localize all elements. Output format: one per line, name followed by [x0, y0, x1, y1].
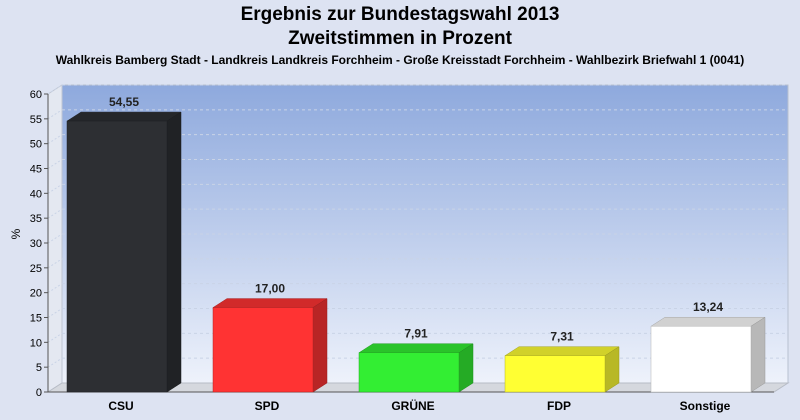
- y-tick-label: 55: [30, 114, 42, 126]
- bar-front-face: [504, 355, 606, 393]
- bar-top-face: [358, 343, 474, 353]
- x-tick-label: Sonstige: [680, 399, 731, 413]
- bar-value-label: 54,55: [109, 95, 139, 109]
- gridline-side: [47, 233, 63, 244]
- y-tick-label: 5: [36, 362, 42, 374]
- y-tick-label: 40: [30, 188, 42, 200]
- gridline-side: [47, 283, 63, 294]
- bar-grüne: [358, 343, 474, 393]
- chart-subtitle-district: Wahlkreis Bamberg Stadt - Landkreis Land…: [55, 53, 745, 67]
- gridline-side: [47, 134, 63, 145]
- y-tick-label: 15: [30, 313, 42, 325]
- gridline-side: [47, 308, 63, 318]
- bar-side-face: [750, 316, 766, 393]
- gridline-side: [47, 159, 63, 169]
- bar-spd: [212, 298, 328, 393]
- bar-top-face: [66, 111, 182, 122]
- bar-top-face: [212, 298, 328, 308]
- bar-sonstige: [650, 316, 766, 393]
- bar-value-label: 13,24: [693, 300, 723, 314]
- bar-value-label: 17,00: [255, 282, 285, 296]
- y-tick-label: 50: [30, 139, 42, 151]
- bar-top-face: [650, 316, 766, 327]
- y-axis-label: %: [9, 228, 23, 239]
- y-tick-label: 10: [30, 337, 42, 349]
- gridline-side: [47, 183, 63, 194]
- bar-front-face: [650, 325, 752, 393]
- y-tick-label: 0: [36, 387, 42, 399]
- y-tick-label: 45: [30, 164, 42, 176]
- gridline-side: [47, 357, 63, 368]
- gridline-side: [47, 208, 63, 219]
- bar-side-face: [312, 298, 328, 393]
- bar-front-face: [212, 307, 314, 393]
- gridline-side: [47, 109, 63, 120]
- gridline-side: [47, 332, 63, 343]
- y-tick-label: 60: [30, 89, 42, 101]
- chart-subtitle: Zweitstimmen in Prozent: [288, 28, 512, 49]
- y-tick-label: 25: [30, 263, 42, 275]
- gridline-side: [47, 258, 63, 269]
- gridline-side: [47, 84, 63, 95]
- bar-side-face: [166, 111, 182, 393]
- chart-title: Ergebnis zur Bundestagswahl 2013: [240, 4, 560, 25]
- x-tick-label: SPD: [255, 399, 280, 413]
- y-tick-label: 30: [30, 238, 42, 250]
- bar-csu: [66, 111, 182, 393]
- bar-fdp: [504, 346, 620, 393]
- bar-value-label: 7,91: [404, 327, 428, 341]
- x-tick-label: CSU: [108, 399, 133, 413]
- bar-top-face: [504, 346, 620, 356]
- bar-front-face: [66, 120, 168, 393]
- y-tick-label: 20: [30, 288, 42, 300]
- bar-value-label: 7,31: [550, 330, 574, 344]
- bar-front-face: [358, 352, 460, 393]
- y-tick-label: 35: [30, 213, 42, 225]
- x-tick-label: GRÜNE: [391, 398, 434, 413]
- x-tick-label: FDP: [547, 399, 571, 413]
